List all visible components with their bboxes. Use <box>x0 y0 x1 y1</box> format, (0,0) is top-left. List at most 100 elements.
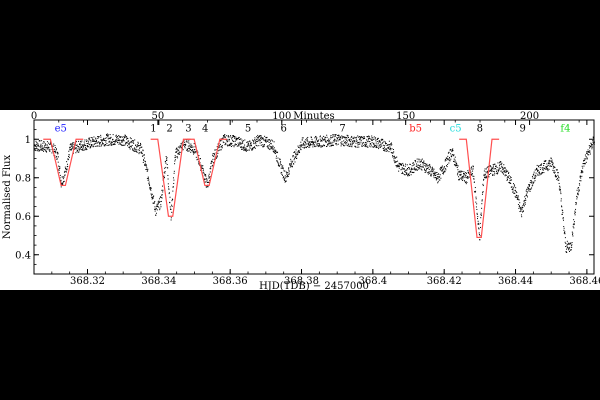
data-point <box>155 212 157 214</box>
data-point <box>396 165 398 167</box>
data-point <box>586 157 588 159</box>
data-point <box>192 146 194 148</box>
data-point <box>363 137 365 139</box>
data-point <box>294 156 296 158</box>
data-point <box>566 251 568 253</box>
data-point <box>146 167 148 169</box>
data-point <box>508 182 510 184</box>
data-point <box>190 149 192 151</box>
data-point <box>532 182 534 184</box>
data-point <box>534 169 536 171</box>
data-point <box>406 164 408 166</box>
data-point <box>238 145 240 147</box>
data-point <box>79 144 81 146</box>
data-point <box>484 168 486 170</box>
data-point <box>466 172 468 174</box>
data-point <box>430 173 432 175</box>
data-point <box>548 160 550 162</box>
data-point <box>281 173 283 175</box>
data-point <box>313 141 315 143</box>
data-point <box>499 167 501 169</box>
data-point <box>235 139 237 141</box>
data-point <box>203 179 205 181</box>
data-point <box>445 159 447 161</box>
data-point <box>558 188 560 190</box>
data-point <box>296 151 298 153</box>
data-point <box>554 167 556 169</box>
data-point <box>229 138 230 140</box>
data-point <box>114 143 116 145</box>
data-point <box>421 166 423 168</box>
data-point <box>240 138 242 140</box>
data-point <box>377 146 379 148</box>
data-point <box>39 146 41 148</box>
data-point <box>394 162 396 164</box>
data-point <box>421 169 423 171</box>
data-point <box>96 139 98 141</box>
data-point <box>557 174 559 176</box>
data-point <box>401 164 403 166</box>
data-point <box>72 144 74 146</box>
data-point <box>166 157 168 159</box>
data-point <box>372 146 374 148</box>
data-point <box>230 135 232 137</box>
data-point <box>393 160 395 162</box>
data-point <box>499 161 501 163</box>
data-point <box>565 243 567 245</box>
data-point <box>413 162 415 164</box>
data-point <box>311 144 313 146</box>
data-point <box>85 149 87 151</box>
data-point <box>548 168 550 170</box>
y-tick-label: 1 <box>25 135 31 146</box>
data-point <box>535 174 537 176</box>
data-point <box>391 152 393 154</box>
data-point <box>321 140 323 142</box>
data-point <box>371 135 373 137</box>
data-point <box>379 144 381 146</box>
data-point <box>43 146 45 148</box>
data-point <box>448 162 450 164</box>
data-point <box>460 170 462 172</box>
data-point <box>55 150 57 152</box>
data-point <box>194 152 196 154</box>
data-point <box>133 150 135 152</box>
data-point <box>405 163 407 165</box>
data-point <box>221 145 223 147</box>
data-point <box>160 200 162 202</box>
data-point <box>471 173 473 175</box>
data-point <box>159 209 161 211</box>
data-point <box>89 145 91 147</box>
data-point <box>385 142 386 144</box>
data-point <box>373 142 375 144</box>
data-point <box>327 138 329 140</box>
data-point <box>166 158 168 160</box>
data-point <box>184 146 186 148</box>
data-point <box>319 145 321 147</box>
data-point <box>197 158 199 160</box>
data-point <box>275 155 277 157</box>
data-point <box>134 139 136 141</box>
data-point <box>399 165 400 167</box>
data-point <box>550 157 552 159</box>
data-point <box>352 141 354 143</box>
data-point <box>346 140 348 142</box>
data-point <box>78 145 80 147</box>
data-point <box>552 163 554 165</box>
data-point <box>406 169 408 171</box>
data-point <box>289 163 291 165</box>
data-point <box>275 149 277 151</box>
data-point <box>364 137 366 139</box>
data-point <box>382 147 384 149</box>
data-point <box>44 143 46 145</box>
data-point <box>340 145 342 147</box>
data-point <box>185 144 187 146</box>
data-point <box>403 165 405 167</box>
data-point <box>502 172 504 174</box>
data-point <box>557 179 559 181</box>
data-point <box>133 147 135 149</box>
data-point <box>591 144 593 146</box>
data-point <box>255 144 257 146</box>
data-point <box>255 142 257 144</box>
data-point <box>335 143 337 145</box>
data-point <box>177 153 179 155</box>
